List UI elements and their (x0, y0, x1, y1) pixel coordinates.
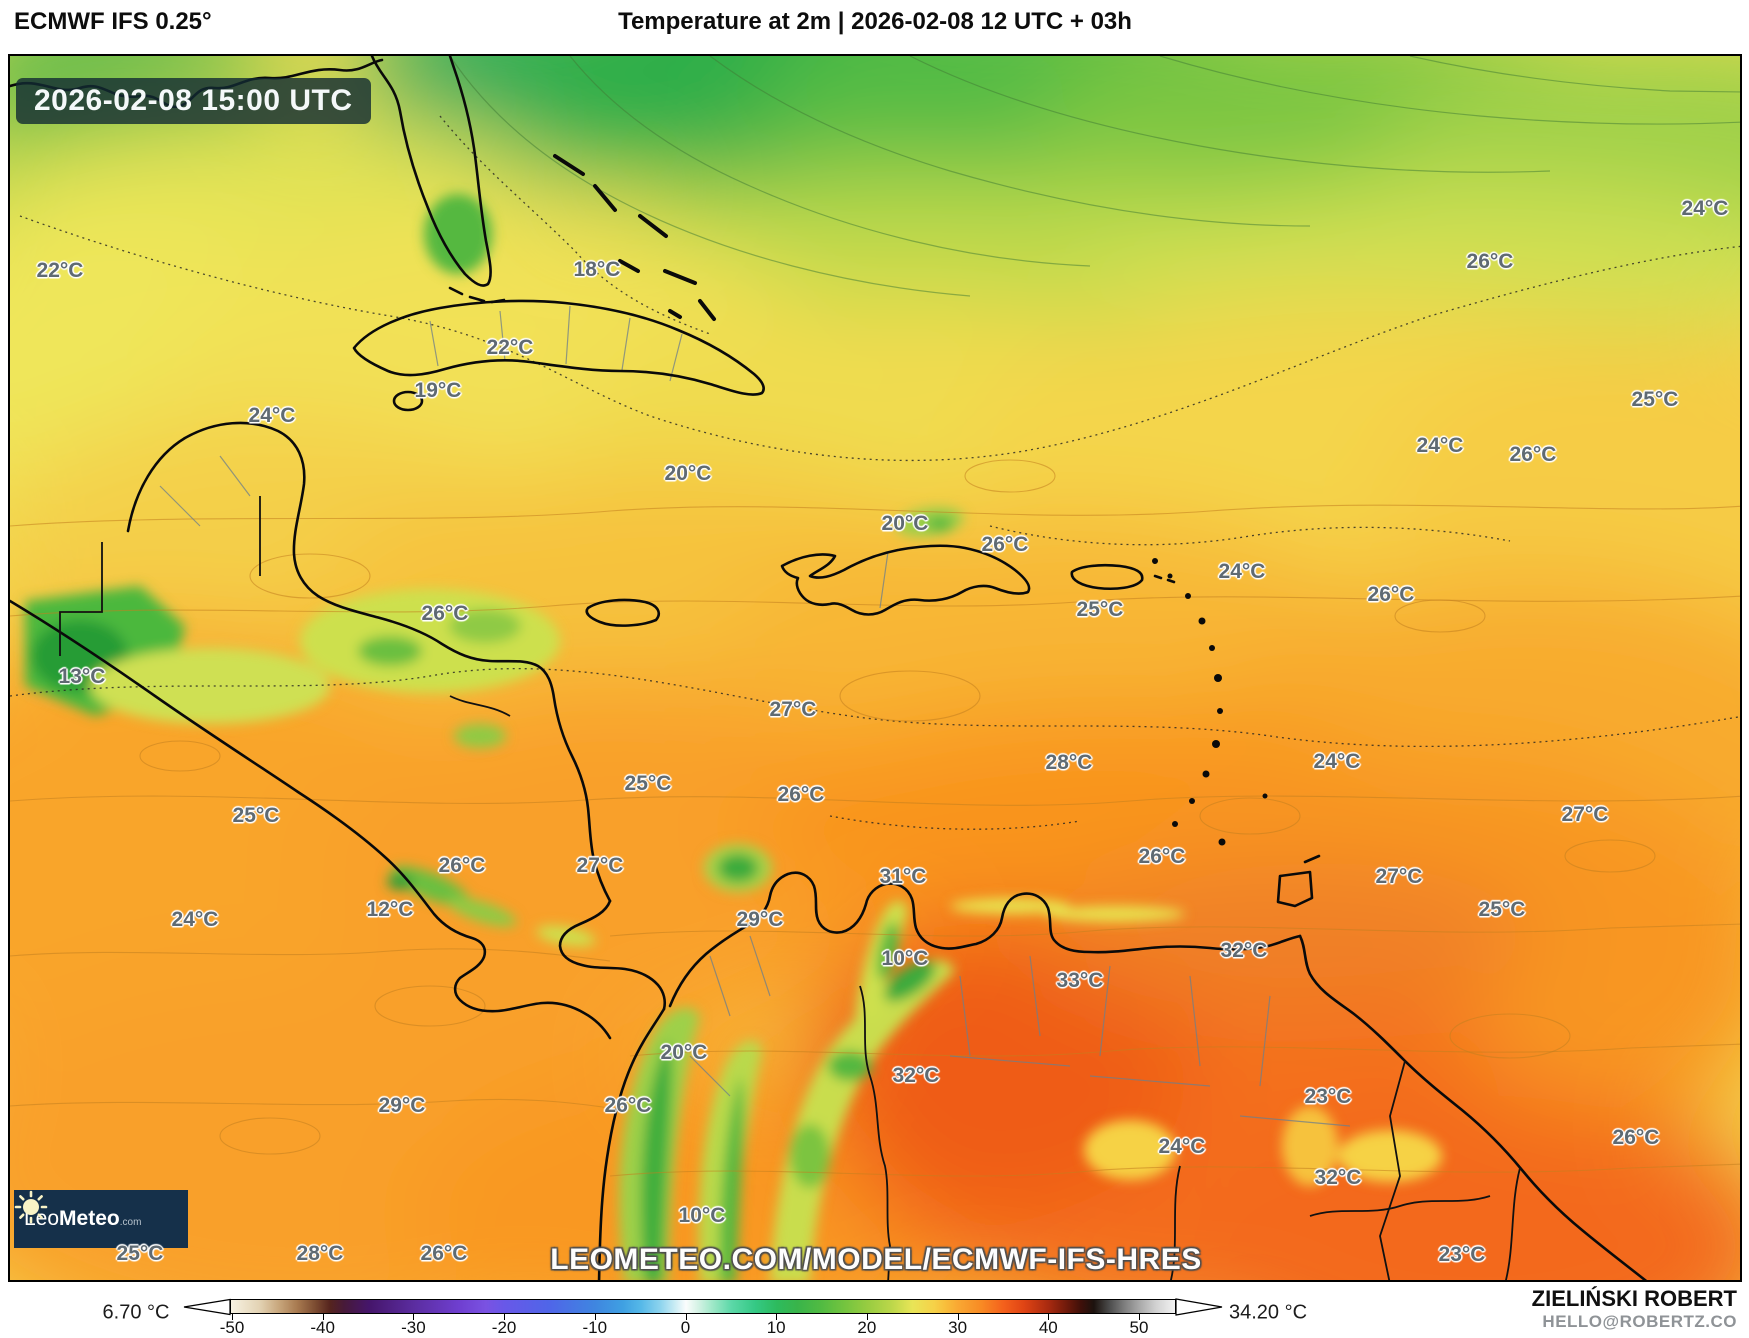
colorbar-gradient (230, 1299, 1176, 1314)
temperature-label: 20°C (660, 1041, 708, 1064)
temperature-label: 24°C (1416, 434, 1464, 457)
colorbar-tick (1048, 1314, 1050, 1320)
temperature-label: 26°C (438, 854, 486, 877)
leometeo-logo: LeoMeteo.com (14, 1190, 188, 1248)
colorbar-tick (504, 1314, 506, 1320)
temperature-field (10, 56, 1740, 1280)
temperature-label: 22°C (36, 259, 84, 282)
watermark: LEOMETEO.COM/MODEL/ECMWF-IFS-HRES (550, 1243, 1202, 1276)
contour-lines-warm (10, 459, 1740, 1177)
temperature-shading (10, 56, 1740, 1280)
temperature-label: 32°C (1220, 939, 1268, 962)
contour-lines-green (449, 56, 1740, 297)
temperature-label: 26°C (1612, 1126, 1660, 1149)
temperature-label: 29°C (736, 908, 784, 931)
temperature-label: 32°C (1314, 1166, 1362, 1189)
temperature-label: 28°C (1045, 751, 1093, 774)
admin-borders (159, 305, 1351, 1127)
contour-lines-dotted (10, 115, 1740, 830)
temperature-label: 26°C (1509, 443, 1557, 466)
temperature-label: 27°C (1375, 865, 1423, 888)
temperature-label: 24°C (1313, 750, 1361, 773)
temperature-label: 28°C (296, 1242, 344, 1265)
colorbar-tick (594, 1314, 596, 1320)
temperature-label: 26°C (421, 602, 469, 625)
temperature-label: 25°C (624, 772, 672, 795)
temperature-label: 26°C (777, 783, 825, 806)
temperature-label: 10°C (881, 947, 929, 970)
temperature-label: 25°C (232, 804, 280, 827)
temperature-label: 26°C (1138, 845, 1186, 868)
temperature-label: 24°C (1158, 1135, 1206, 1158)
colorbar-min-value: 6.70 °C (102, 1301, 170, 1324)
temperature-label: 29°C (378, 1094, 426, 1117)
temperature-label: 18°C (573, 258, 621, 281)
colorbar-max-value: 34.20 °C (1228, 1301, 1308, 1324)
temperature-label: 23°C (1304, 1085, 1352, 1108)
colorbar-tick-label: -10 (582, 1318, 608, 1337)
colorbar-tick (232, 1314, 233, 1320)
temperature-label: 25°C (1478, 898, 1526, 921)
temperature-label: 27°C (769, 698, 817, 721)
author-credit: ZIELIŃSKI ROBERT (1531, 1286, 1737, 1311)
temperature-label: 25°C (1631, 388, 1679, 411)
temperature-label: 20°C (664, 462, 712, 485)
temperature-label: 24°C (1218, 560, 1266, 583)
colorbar-tick (1139, 1314, 1140, 1320)
temperature-label: 26°C (604, 1094, 652, 1117)
temperature-label: 26°C (1367, 583, 1415, 606)
temperature-label: 31°C (879, 865, 927, 888)
colorbar-tick-label: 0 (680, 1318, 691, 1337)
colorbar-tick-label: -30 (401, 1318, 426, 1337)
temperature-label: 25°C (116, 1242, 164, 1265)
temperature-label: 27°C (1561, 803, 1609, 826)
colorbar-tick (322, 1314, 324, 1320)
temperature-label: 32°C (892, 1064, 940, 1087)
colorbar-tick (776, 1314, 778, 1320)
temperature-label: 27°C (576, 854, 624, 877)
author-email: HELLO@ROBERTZ.CO (1542, 1312, 1737, 1331)
colorbar-tick-label: 10 (766, 1318, 786, 1337)
temperature-label: 23°C (1438, 1243, 1486, 1266)
temperature-label: 13°C (58, 665, 106, 688)
model-name: ECMWF IFS 0.25° (14, 8, 212, 35)
sun-icon (14, 1190, 48, 1224)
colorbar-tick (685, 1314, 687, 1320)
temperature-label: 33°C (1056, 969, 1104, 992)
temperature-label: 19°C (414, 379, 462, 402)
temperature-label: 20°C (881, 512, 929, 535)
temperature-label: 24°C (248, 404, 296, 427)
colorbar-tick (413, 1314, 415, 1320)
colorbar-tick-label: 30 (948, 1318, 968, 1337)
temperature-label: 22°C (486, 336, 534, 359)
valid-time-chip: 2026-02-08 15:00 UTC (16, 78, 371, 124)
colorbar-tick-label: 40 (1038, 1318, 1058, 1337)
temperature-label: 10°C (678, 1204, 726, 1227)
colorbar-tick-label: -40 (310, 1318, 335, 1337)
colorbar-tick (866, 1314, 868, 1320)
temperature-label: 12°C (366, 898, 414, 921)
page-title: Temperature at 2m | 2026-02-08 12 UTC + … (618, 8, 1132, 35)
temperature-label: 26°C (981, 533, 1029, 556)
colorbar-tick-label: 50 (1129, 1318, 1149, 1337)
colorbar-tick-label: -20 (491, 1318, 517, 1337)
temperature-label: 24°C (171, 908, 219, 931)
temperature-label: 25°C (1076, 598, 1124, 621)
island-arc-dots (1152, 558, 1268, 846)
temperature-label: 26°C (420, 1242, 468, 1265)
colorbar-tick-label: 20 (857, 1318, 877, 1337)
temperature-label: 26°C (1466, 250, 1514, 273)
colorbar-tick-label: -50 (219, 1318, 245, 1337)
country-borders (59, 496, 1521, 1280)
temperature-label: 24°C (1681, 197, 1729, 220)
colorbar-tick (957, 1314, 959, 1320)
map-canvas: 2026-02-08 15:00 UTC LEOMETEO.COM/MODEL/… (8, 54, 1742, 1282)
